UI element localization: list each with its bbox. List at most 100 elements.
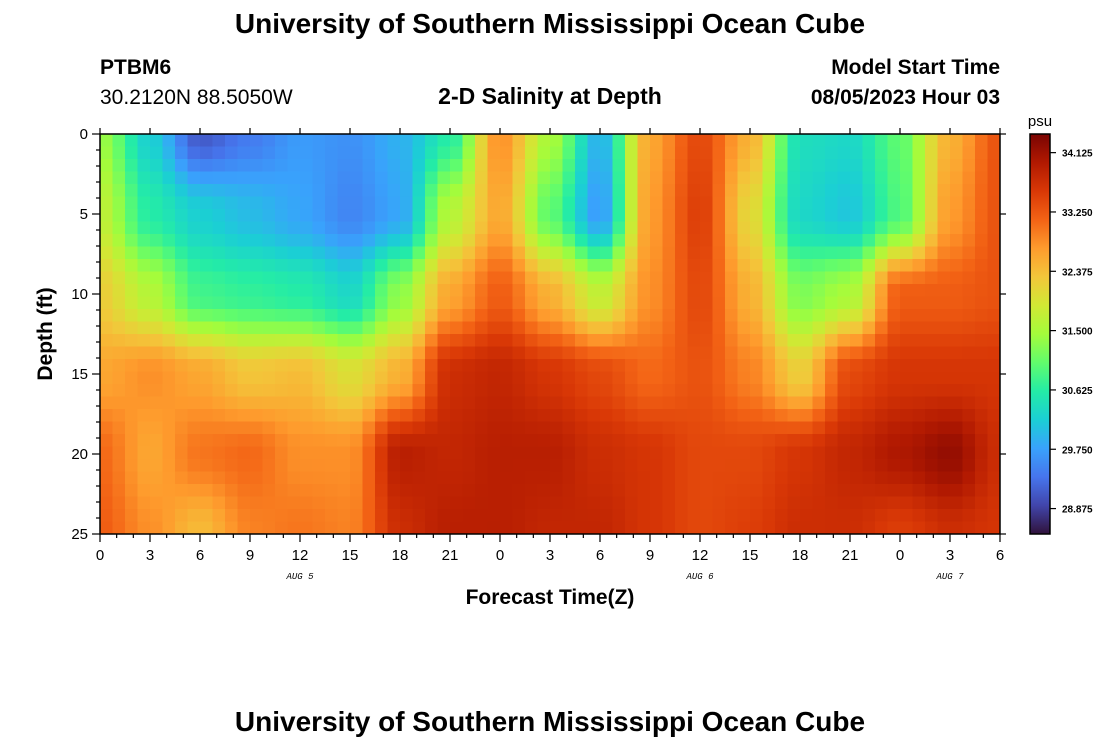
- heatmap-cell: [675, 296, 689, 310]
- heatmap-cell: [925, 221, 939, 235]
- heatmap-cell: [100, 134, 114, 148]
- heatmap-cell: [512, 459, 526, 473]
- heatmap-cell: [887, 434, 901, 448]
- heatmap-cell: [625, 221, 639, 235]
- heatmap-cell: [512, 434, 526, 448]
- heatmap-cell: [337, 446, 351, 460]
- heatmap-cell: [375, 434, 389, 448]
- heatmap-cell: [512, 446, 526, 460]
- heatmap-cell: [325, 496, 339, 510]
- heatmap-cell: [400, 234, 414, 248]
- heatmap-cell: [412, 334, 426, 348]
- heatmap-cell: [437, 471, 451, 485]
- heatmap-cell: [975, 234, 989, 248]
- heatmap-cell: [262, 484, 276, 498]
- heatmap-cell: [825, 459, 839, 473]
- heatmap-cell: [962, 284, 976, 298]
- heatmap-cell: [125, 459, 139, 473]
- heatmap-cell: [462, 484, 476, 498]
- heatmap-cell: [187, 171, 201, 185]
- heatmap-cell: [400, 196, 414, 210]
- heatmap-cell: [900, 184, 914, 198]
- heatmap-cell: [112, 471, 126, 485]
- heatmap-cell: [187, 359, 201, 373]
- heatmap-cell: [325, 359, 339, 373]
- heatmap-cell: [825, 384, 839, 398]
- heatmap-cell: [787, 484, 801, 498]
- heatmap-cell: [937, 296, 951, 310]
- heatmap-cell: [812, 434, 826, 448]
- heatmap-cell: [987, 409, 1000, 423]
- heatmap-cell: [937, 459, 951, 473]
- x-axis: 0 3 6 9 12 15 18 21 0 3 6 9 12 15 18 21 0 3 6: [96, 128, 1004, 564]
- heatmap-cell: [837, 271, 851, 285]
- heatmap-cell: [162, 284, 176, 298]
- heatmap-cell: [712, 509, 726, 523]
- heatmap-cell: [387, 321, 401, 335]
- heatmap-cell: [262, 296, 276, 310]
- heatmap-cell: [550, 271, 564, 285]
- heatmap-cell: [775, 296, 789, 310]
- heatmap-cell: [112, 509, 126, 523]
- heatmap-cell: [425, 334, 439, 348]
- heatmap-cell: [250, 234, 264, 248]
- heatmap-cell: [975, 321, 989, 335]
- heatmap-cell: [187, 384, 201, 398]
- heatmap-cell: [350, 196, 364, 210]
- heatmap-cell: [975, 496, 989, 510]
- heatmap-cell: [125, 346, 139, 360]
- heatmap-cell: [525, 259, 539, 273]
- heatmap-cell: [562, 184, 576, 198]
- heatmap-cell: [425, 521, 439, 534]
- heatmap-cell: [337, 459, 351, 473]
- heatmap-cell: [425, 284, 439, 298]
- heatmap-cell: [525, 384, 539, 398]
- heatmap-cell: [525, 321, 539, 335]
- heatmap-cell: [737, 484, 751, 498]
- heatmap-cell: [312, 184, 326, 198]
- heatmap-cell: [712, 134, 726, 148]
- heatmap-cell: [512, 221, 526, 235]
- heatmap-cell: [825, 196, 839, 210]
- heatmap-cell: [450, 346, 464, 360]
- heatmap-cell: [300, 184, 314, 198]
- heatmap-cell: [787, 259, 801, 273]
- heatmap-cell: [837, 521, 851, 534]
- heatmap-cell: [987, 159, 1000, 173]
- heatmap-cell: [950, 321, 964, 335]
- heatmap-cell: [975, 284, 989, 298]
- heatmap-cell: [550, 221, 564, 235]
- heatmap-cell: [100, 371, 114, 385]
- heatmap-cell: [350, 246, 364, 260]
- heatmap-cell: [825, 434, 839, 448]
- heatmap-cell: [775, 371, 789, 385]
- heatmap-cell: [437, 246, 451, 260]
- heatmap-cell: [425, 259, 439, 273]
- heatmap-cell: [600, 471, 614, 485]
- heatmap-cell: [637, 384, 651, 398]
- heatmap-cell: [287, 346, 301, 360]
- heatmap-cell: [812, 159, 826, 173]
- heatmap-cell: [200, 196, 214, 210]
- heatmap-cell: [487, 234, 501, 248]
- heatmap-cell: [600, 484, 614, 498]
- heatmap-cell: [687, 359, 701, 373]
- heatmap-cell: [437, 446, 451, 460]
- heatmap-cell: [225, 396, 239, 410]
- heatmap-cell: [900, 209, 914, 223]
- heatmap-cell: [462, 446, 476, 460]
- heatmap-cell: [637, 196, 651, 210]
- heatmap-cell: [700, 396, 714, 410]
- heatmap-cell: [662, 371, 676, 385]
- heatmap-cell: [825, 334, 839, 348]
- heatmap-cell: [300, 234, 314, 248]
- heatmap-cell: [525, 346, 539, 360]
- heatmap-cell: [525, 421, 539, 435]
- heatmap-cell: [937, 171, 951, 185]
- heatmap-cell: [387, 371, 401, 385]
- heatmap-cell: [962, 496, 976, 510]
- heatmap-cell: [837, 446, 851, 460]
- heatmap-cell: [712, 246, 726, 260]
- heatmap-cell: [237, 159, 251, 173]
- heatmap-cell: [200, 484, 214, 498]
